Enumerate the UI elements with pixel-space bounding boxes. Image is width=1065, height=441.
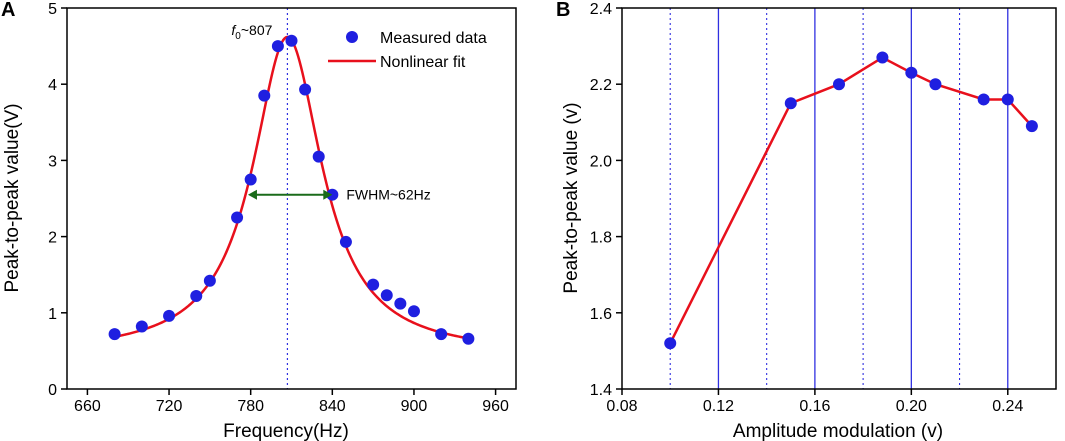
panel-b-x-tick-label: 0.20 (896, 398, 927, 415)
data-point (244, 173, 257, 186)
legend-label-measured: Measured data (380, 30, 487, 47)
data-point (929, 78, 942, 91)
data-point (977, 93, 990, 106)
panel-a-x-tick-label: 660 (74, 398, 101, 415)
panel-b-axes: 0.08 0.12 0.16 0.20 0.24 1.4 1.6 1.8 2.0 2.2 2.4 (590, 1, 1057, 415)
data-point (380, 289, 393, 302)
panel-b-y-tick-label: 1.4 (590, 382, 612, 399)
fwhm-annotation: FWHM~62Hz (346, 187, 430, 203)
panel-a-axes: 660 720 780 840 900 960 0 1 2 3 4 5 (48, 1, 517, 415)
fwhm-arrow (247, 189, 333, 200)
panel-b-x-tick-label: 0.08 (606, 398, 637, 415)
panel-a-points (108, 34, 475, 345)
panel-a-y-tick-label: 2 (48, 230, 57, 247)
data-point (664, 337, 677, 350)
panel-b-x-axis-title: Amplitude modulation (v) (733, 421, 943, 441)
panel-b-y-tick-label: 2.0 (590, 153, 612, 170)
fwhm-arrow-head-right (323, 189, 333, 200)
panel-b-y-tick-label: 1.6 (590, 306, 612, 323)
panel-a-frame (66, 7, 517, 390)
data-point (258, 89, 271, 102)
panel-b-y-tick-label: 1.8 (590, 230, 612, 247)
panel-a-x-axis-title: Frequency(Hz) (223, 421, 349, 441)
data-point (435, 328, 448, 341)
data-point (876, 51, 889, 64)
panel-b-x-tick-label: 0.16 (799, 398, 830, 415)
data-point (190, 290, 203, 303)
panel-a-y-tick-label: 3 (48, 153, 57, 170)
f0-subscript: 0 (235, 31, 241, 42)
panel-b-frame (621, 7, 1057, 390)
panel-a-label: A (1, 0, 15, 21)
f0-symbol: f (231, 22, 237, 38)
data-point (108, 328, 121, 341)
f0-value-label: ~807 (241, 22, 273, 38)
panel-a-y-tick-label: 4 (48, 77, 57, 94)
panel-a-legend: Measured data Nonlinear fit (328, 30, 487, 71)
panel-b: B 0.08 0.12 0.16 0.20 0.24 1.4 1.6 1.8 2.0 2.2 2.4… (556, 0, 1057, 441)
data-point (299, 83, 312, 96)
data-point (394, 297, 407, 310)
panel-a-x-tick-label: 960 (482, 398, 509, 415)
panel-b-y-tick-label: 2.2 (590, 77, 612, 94)
series-line (669, 56, 1033, 344)
panel-b-x-tick-label: 0.24 (992, 398, 1023, 415)
fwhm-arrow-head-left (247, 189, 257, 200)
panel-a-y-tick-label: 1 (48, 306, 57, 323)
data-point (312, 150, 325, 163)
legend-marker-measured (346, 31, 358, 43)
data-point (1025, 120, 1038, 133)
f0-annotation: f0~807 (231, 22, 272, 42)
panel-a-y-axis-title: Peak-to-peak value(V) (2, 103, 23, 292)
panel-a-x-tick-label: 720 (156, 398, 183, 415)
panel-b-grid (669, 8, 1009, 389)
data-point (905, 66, 918, 79)
legend-label-fit: Nonlinear fit (380, 54, 466, 71)
panel-a-y-tick-label: 5 (48, 1, 57, 18)
panel-a-x-tick-label: 780 (237, 398, 264, 415)
panel-b-points (664, 51, 1038, 350)
panel-a-annotations: f0~807 FWHM~62Hz (231, 22, 430, 203)
data-point (285, 34, 298, 47)
data-point (163, 309, 176, 322)
data-point (203, 274, 216, 287)
data-point (784, 97, 797, 110)
panel-a-y-tick-label: 0 (48, 382, 57, 399)
panel-b-label: B (556, 0, 570, 21)
panel-b-series-line-group (669, 56, 1033, 344)
panel-b-x-tick-label: 0.12 (703, 398, 734, 415)
panel-b-y-tick-label: 2.4 (590, 1, 612, 18)
data-point (1001, 93, 1014, 106)
data-point (339, 235, 352, 248)
panel-a: A f0~807 FWHM~62Hz 660 720 780 840 900 960012… (1, 0, 517, 441)
data-point (135, 320, 148, 333)
panel-a-x-tick-label: 900 (401, 398, 428, 415)
panel-a-x-tick-label: 840 (319, 398, 346, 415)
data-point (833, 78, 845, 91)
data-point (407, 305, 420, 318)
data-point (271, 40, 284, 53)
data-point (367, 278, 380, 291)
data-point (462, 332, 475, 345)
panel-b-y-axis-title: Peak-to-peak value (v) (561, 102, 582, 293)
data-point (231, 211, 244, 224)
